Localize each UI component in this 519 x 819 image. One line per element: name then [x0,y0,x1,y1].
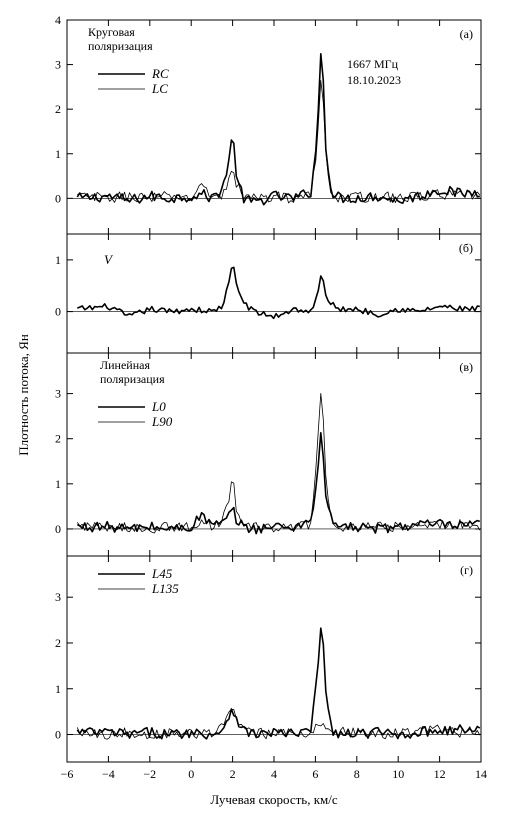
y-tick-label: 3 [55,590,61,604]
x-tick-label: −6 [61,767,74,781]
panel-tag: (б) [459,241,473,255]
series-label: V [104,252,114,267]
x-tick-label: 8 [354,767,360,781]
y-tick-label: 1 [55,147,61,161]
x-tick-label: 14 [475,767,487,781]
series-line-RC [76,52,480,206]
x-tick-label: 10 [392,767,404,781]
y-tick-label: 0 [55,522,61,536]
y-tick-label: 3 [55,387,61,401]
panel-tag: (а) [460,27,473,41]
series-line-LC [77,80,481,204]
x-tick-label: 0 [188,767,194,781]
y-tick-label: 1 [55,253,61,267]
x-tick-label: −4 [102,767,115,781]
x-tick-label: 4 [271,767,277,781]
frequency-date-annotation: 18.10.2023 [347,73,401,87]
y-tick-label: 0 [55,728,61,742]
y-tick-label: 3 [55,58,61,72]
panel-title: Круговая [88,25,135,39]
panel-frame [66,555,482,763]
series-line-L135 [76,708,481,740]
y-tick-label: 0 [55,191,61,205]
x-tick-label: −2 [143,767,156,781]
y-axis-title: Плотность потока, Ян [16,334,31,456]
series-line-L90 [76,392,481,534]
legend-label: L135 [151,581,179,596]
y-tick-label: 2 [55,102,61,116]
panel-frame [66,233,482,354]
panel-tag: (в) [459,360,473,374]
legend-label: RC [151,66,169,81]
panel-title: поляризация [88,39,153,53]
x-tick-label: 12 [434,767,446,781]
legend-label: LC [151,81,168,96]
panel-title: поляризация [100,372,165,386]
y-tick-label: 2 [55,432,61,446]
y-tick-label: 1 [55,477,61,491]
series-line-L0 [76,431,481,535]
y-tick-label: 0 [55,305,61,319]
frequency-date-annotation: 1667 МГц [347,57,399,71]
panel-title: Линейная [100,358,150,372]
y-tick-label: 2 [55,636,61,650]
y-tick-label: 4 [55,13,61,27]
series-line-L45 [76,627,481,740]
panel-b: 0 1 (б) V [55,233,482,354]
x-tick-label: 2 [230,767,236,781]
series-line-V [77,266,480,320]
x-tick-label: 6 [312,767,318,781]
y-tick-label: 1 [55,682,61,696]
x-axis-title: Лучевая скорость, км/с [210,792,338,807]
legend-label: L45 [151,566,173,581]
legend-label: L90 [151,414,173,429]
legend-label: L0 [151,399,166,414]
panel-tag: (г) [460,563,473,577]
